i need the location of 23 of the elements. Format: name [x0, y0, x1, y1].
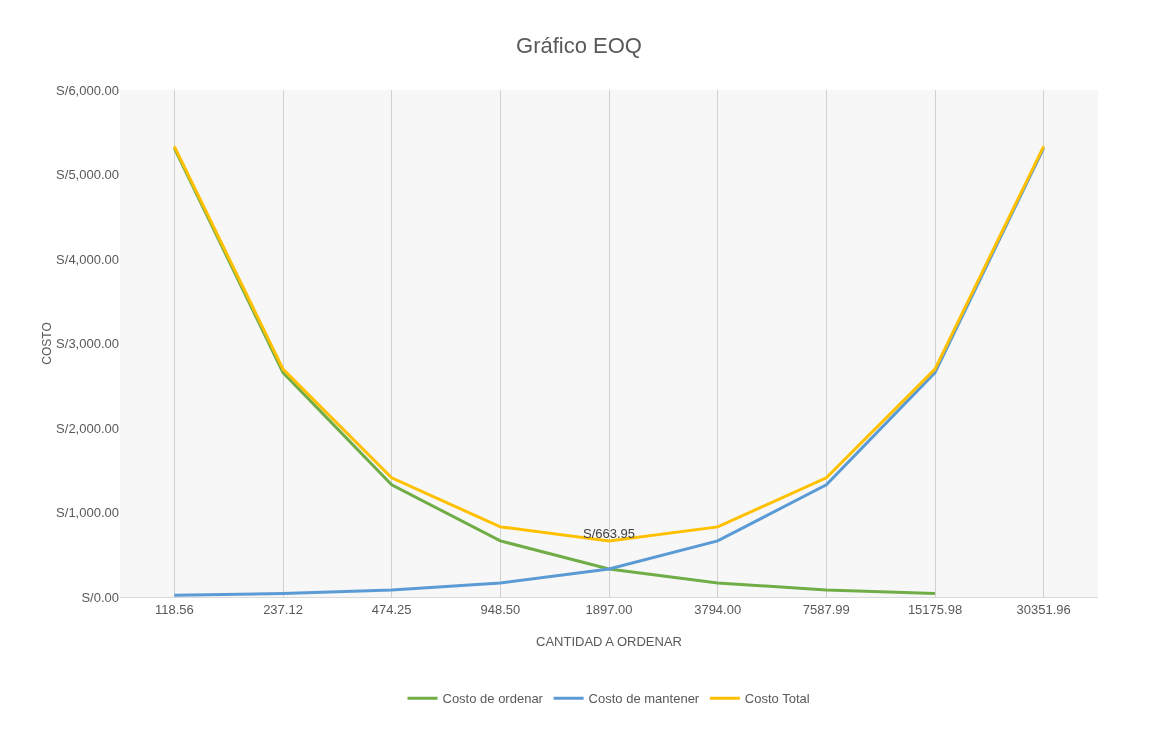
- x-tick-label: 30351.96: [1016, 601, 1071, 617]
- y-tick-label: S/0.00: [81, 589, 119, 605]
- x-tick-label: 1897.00: [585, 601, 633, 617]
- y-tick-label: S/5,000.00: [56, 167, 119, 183]
- y-tick-label: S/2,000.00: [56, 420, 119, 436]
- x-tick-label: 948.50: [480, 601, 521, 617]
- y-tick-label: S/4,000.00: [56, 251, 119, 267]
- y-tick-label: S/3,000.00: [56, 336, 119, 352]
- x-tick-label: 3794.00: [694, 601, 742, 617]
- x-tick-label: 474.25: [371, 601, 412, 617]
- x-axis-title: CANTIDAD A ORDENAR: [536, 634, 682, 649]
- x-tick-label: 118.56: [154, 601, 194, 617]
- legend-label: Costo de mantener: [588, 691, 700, 707]
- data-label: S/663.95: [582, 525, 636, 541]
- x-tick-label: 15175.98: [907, 601, 963, 617]
- y-axis-title: COSTO: [40, 322, 55, 365]
- chart-title: Gráfico EOQ: [516, 32, 642, 58]
- y-tick-label: S/1,000.00: [56, 505, 119, 521]
- x-tick-label: 7587.99: [802, 601, 850, 617]
- y-tick-label: S/6,000.00: [56, 82, 119, 98]
- legend-label: Costo de ordenar: [442, 691, 544, 707]
- legend-label: Costo Total: [744, 691, 810, 707]
- x-tick-label: 237.12: [263, 601, 303, 617]
